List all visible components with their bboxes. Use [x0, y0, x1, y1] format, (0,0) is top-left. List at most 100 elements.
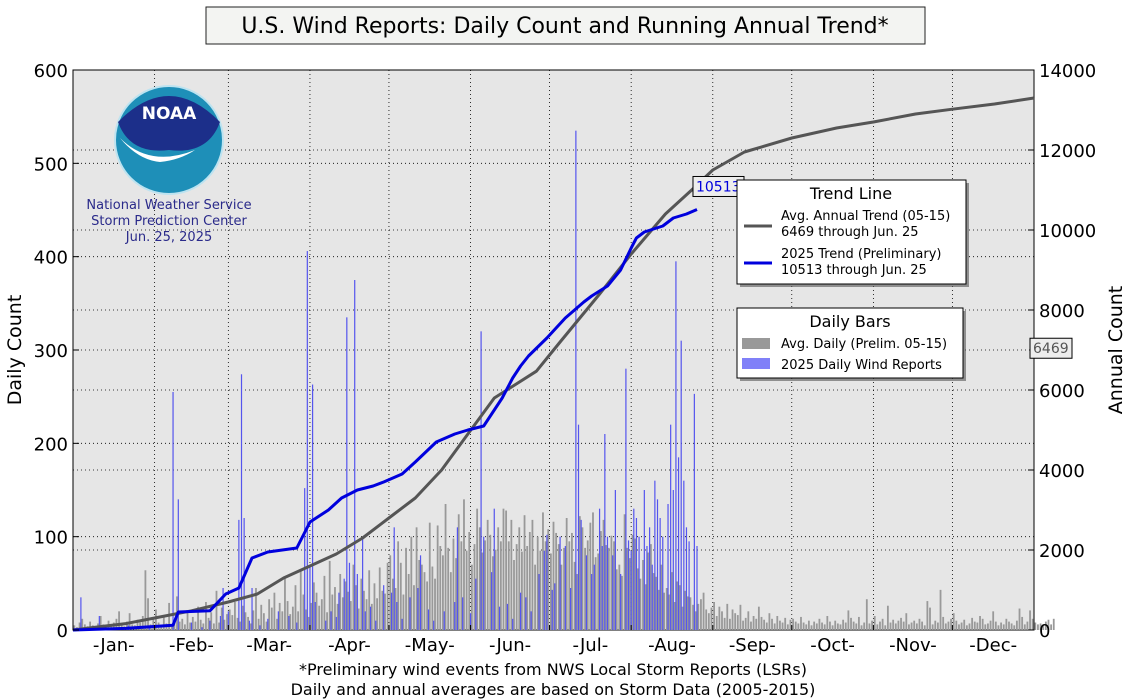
y2-tick-label: 0 — [1039, 621, 1050, 642]
avg-daily-bar — [313, 582, 315, 630]
avg-daily-bar — [634, 538, 637, 630]
avg-daily-bar — [947, 621, 950, 630]
current-daily-bar — [570, 588, 572, 630]
current-daily-bar — [635, 518, 638, 630]
x-tick-label: -Apr- — [328, 635, 371, 656]
current-daily-bar — [601, 546, 603, 630]
avg-daily-bar — [463, 499, 465, 630]
avg-daily-bar — [1002, 624, 1005, 630]
avg-daily-bar — [871, 620, 873, 630]
current-daily-bar — [559, 536, 561, 630]
avg-daily-bar — [478, 527, 481, 630]
avg-daily-bar — [373, 583, 376, 630]
avg-daily-bar — [602, 519, 605, 630]
avg-daily-bar — [807, 620, 810, 630]
avg-daily-bar — [655, 576, 658, 630]
avg-daily-bar — [442, 555, 444, 630]
avg-daily-bar — [328, 560, 331, 630]
avg-daily-bar — [578, 516, 581, 630]
avg-daily-bar — [273, 592, 276, 630]
avg-daily-bar — [278, 602, 281, 630]
current-daily-bar — [677, 457, 680, 630]
avg-daily-bar — [178, 621, 181, 630]
avg-daily-bar — [868, 623, 871, 630]
avg-daily-bar — [226, 614, 228, 630]
current-daily-bar — [538, 574, 540, 630]
current-daily-bar — [685, 527, 688, 630]
avg-daily-bar — [357, 608, 360, 630]
avg-daily-bar — [992, 611, 995, 630]
avg-daily-bar — [960, 622, 963, 630]
avg-daily-bar — [262, 613, 265, 630]
avg-daily-bar — [294, 585, 297, 630]
avg-daily-bar — [255, 588, 257, 630]
current-daily-bar — [304, 488, 306, 630]
current-daily-bar — [672, 490, 674, 630]
current-daily-bar — [419, 555, 422, 630]
current-daily-bar — [311, 384, 314, 630]
y2-tick-label: 14000 — [1039, 61, 1096, 82]
avg-daily-bar — [212, 623, 215, 630]
avg-daily-bar — [215, 590, 218, 630]
current-daily-bar — [227, 611, 229, 630]
avg-daily-bar — [423, 572, 426, 630]
current-daily-bar — [309, 566, 311, 630]
legend-avg-trend-label-2: 6469 through Jun. 25 — [781, 225, 919, 240]
avg-daily-bar — [976, 622, 979, 630]
avg-daily-bar — [1010, 623, 1013, 630]
avg-daily-bar — [944, 623, 947, 630]
avg-daily-bar — [876, 624, 879, 630]
current-daily-bar — [683, 480, 685, 630]
avg-daily-bar — [431, 566, 434, 630]
avg-daily-bar — [244, 612, 247, 630]
avg-daily-bar — [626, 547, 629, 630]
current-daily-bar — [469, 613, 472, 630]
avg-daily-bar — [831, 625, 834, 630]
avg-daily-bar — [397, 541, 400, 630]
chart-title: U.S. Wind Reports: Daily Count and Runni… — [241, 14, 888, 39]
trend-lines: 6469 10513 — [72, 96, 1073, 632]
current-daily-bar — [364, 611, 366, 630]
avg-daily-bar — [794, 621, 797, 630]
avg-daily-bar — [752, 616, 755, 630]
current-daily-bar — [462, 597, 464, 630]
avg-daily-bar — [284, 578, 286, 630]
current-daily-bar — [240, 374, 243, 630]
current-daily-bar — [369, 606, 372, 630]
current-daily-bar — [393, 527, 395, 630]
current-daily-bar — [612, 555, 614, 630]
current-daily-bar — [259, 625, 261, 630]
avg-daily-bar — [544, 541, 547, 630]
current-daily-bar — [288, 616, 290, 630]
y-tick-label: 300 — [34, 341, 68, 362]
avg-daily-bar — [937, 622, 939, 630]
avg-daily-bar — [858, 616, 860, 630]
y2-tick-label: 10000 — [1039, 221, 1096, 242]
avg-daily-bar — [78, 622, 81, 630]
avg-daily-bar — [784, 617, 787, 630]
current-daily-bar — [248, 620, 251, 630]
avg-daily-bar — [189, 622, 192, 630]
avg-daily-bar — [739, 604, 742, 630]
current-daily-bar — [480, 331, 482, 630]
avg-daily-bar — [663, 592, 665, 630]
avg-daily-bar — [1013, 625, 1016, 630]
current-daily-bar — [483, 536, 485, 630]
avg-daily-bar — [905, 613, 908, 630]
current-daily-bar — [606, 536, 609, 630]
noaa-logo-text: NOAA — [142, 104, 197, 124]
current-daily-bar — [627, 540, 630, 630]
avg-daily-bar — [502, 508, 505, 630]
avg-daily-bar — [199, 619, 202, 630]
axis-ticks: 0100200300400500600020004000600080001000… — [34, 61, 1097, 656]
avg-daily-bar — [1008, 621, 1010, 630]
avg-daily-bar — [1042, 625, 1045, 630]
avg-daily-bar — [439, 546, 442, 630]
avg-daily-bar — [202, 623, 205, 630]
avg-daily-bar — [900, 617, 902, 630]
current-daily-bar — [209, 620, 211, 630]
avg-daily-bar — [755, 618, 758, 630]
avg-daily-bar — [391, 578, 394, 630]
y2-axis-label: Annual Count — [1105, 286, 1127, 415]
current-daily-bar — [306, 251, 308, 631]
